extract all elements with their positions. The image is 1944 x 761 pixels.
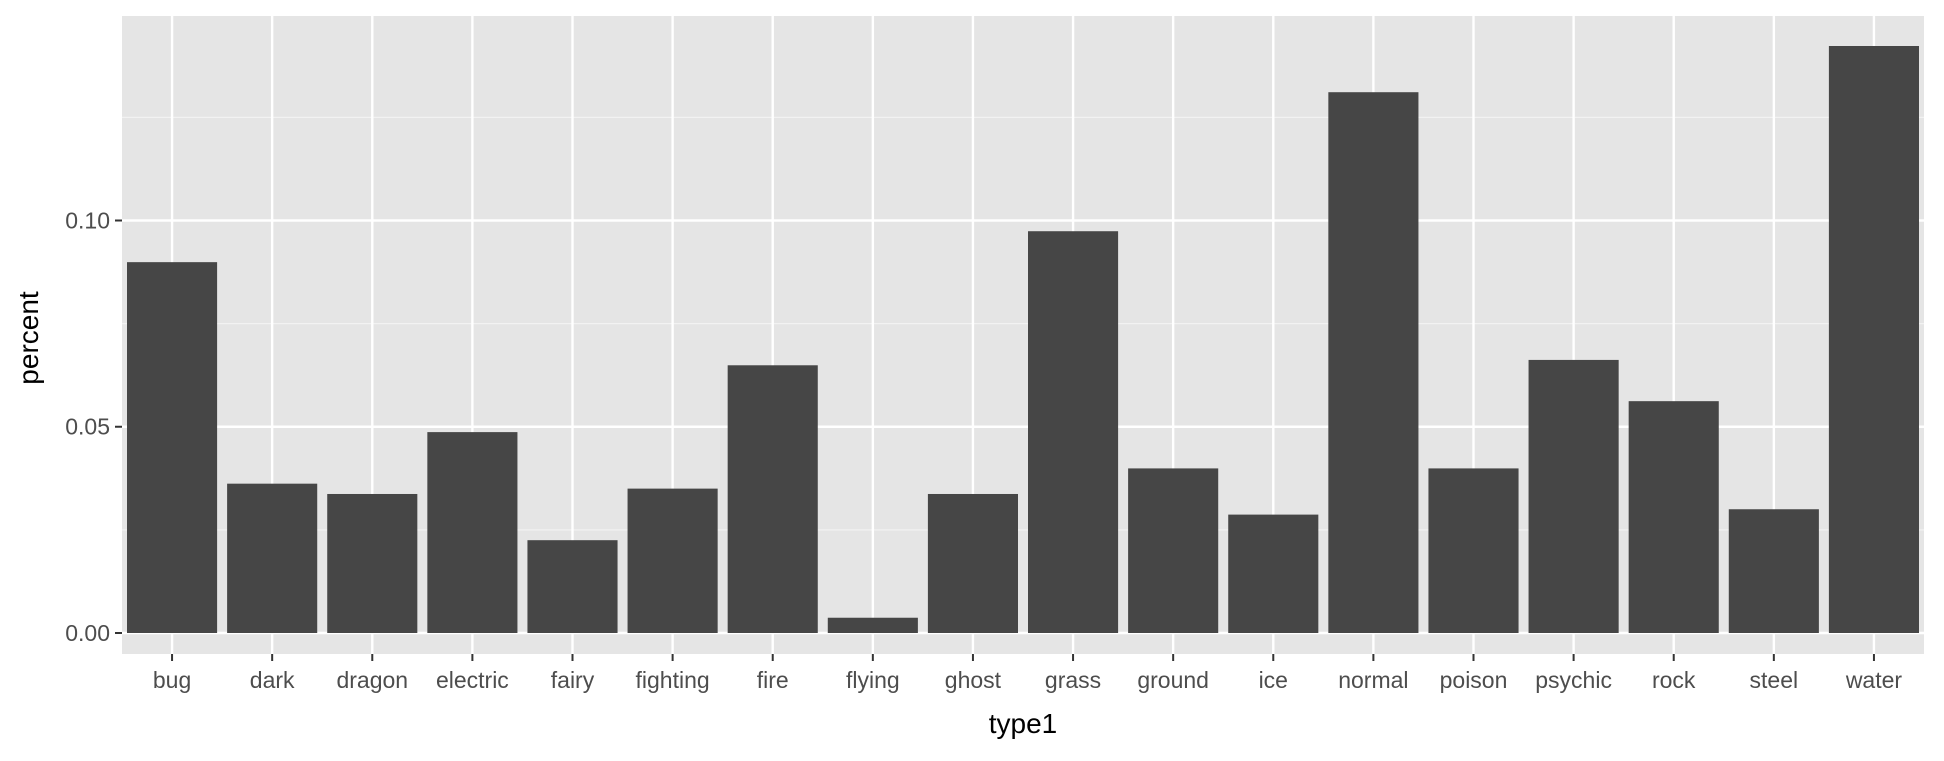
bars-group: [127, 46, 1919, 634]
bar-rock: [1628, 401, 1719, 633]
bar-steel: [1728, 509, 1819, 633]
x-tick-label: fighting: [636, 667, 710, 693]
bar-grass: [1028, 231, 1119, 634]
bar-water: [1828, 46, 1919, 633]
bar-fairy: [527, 540, 618, 633]
bar-poison: [1428, 468, 1519, 633]
x-tick-label: ground: [1137, 667, 1209, 693]
y-tick-label: 0.05: [65, 414, 110, 440]
bar-ice: [1228, 514, 1319, 633]
bar-normal: [1328, 92, 1419, 633]
bar-fire: [727, 365, 818, 633]
bar-dark: [227, 483, 318, 633]
x-tick-label: psychic: [1535, 667, 1612, 693]
x-tick-label: water: [1845, 667, 1903, 693]
x-tick-label: grass: [1045, 667, 1101, 693]
bar-psychic: [1528, 359, 1619, 633]
x-tick-label: fairy: [551, 667, 595, 693]
bar-fighting: [627, 488, 718, 633]
x-tick-label: ghost: [945, 667, 1002, 693]
y-tick-label: 0.10: [65, 207, 110, 233]
x-tick-label: rock: [1652, 667, 1696, 693]
x-axis-title: type1: [989, 708, 1058, 739]
x-tick-label: dark: [250, 667, 295, 693]
x-tick-label: normal: [1338, 667, 1408, 693]
x-tick-label: bug: [153, 667, 191, 693]
x-tick-label: fire: [757, 667, 789, 693]
bar-ground: [1128, 468, 1219, 633]
x-tick-label: dragon: [336, 667, 408, 693]
x-tick-label: poison: [1440, 667, 1508, 693]
x-tick-label: electric: [436, 667, 509, 693]
x-tick-label: steel: [1750, 667, 1799, 693]
plot-panel: [122, 16, 1924, 654]
bar-ghost: [927, 493, 1018, 633]
bar-bug: [127, 262, 218, 633]
x-tick-label: flying: [846, 667, 900, 693]
bar-flying: [827, 617, 918, 633]
y-axis: 0.00 0.05 0.10: [65, 207, 122, 646]
y-tick-label: 0.00: [65, 620, 110, 646]
x-axis: bug dark dragon electric fairy fighting fire fl…: [153, 654, 1903, 693]
x-tick-label: ice: [1259, 667, 1288, 693]
bar-electric: [427, 432, 518, 633]
bar-dragon: [327, 493, 418, 633]
minor-gridlines: [122, 116, 1924, 531]
y-axis-title: percent: [13, 291, 44, 385]
